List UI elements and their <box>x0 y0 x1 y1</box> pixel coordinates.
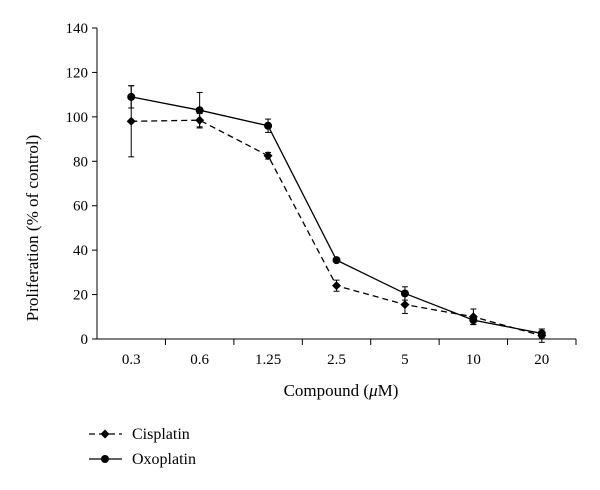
x-axis-label-part: Compound ( <box>284 381 370 400</box>
series-line <box>131 119 542 337</box>
data-point <box>127 92 136 101</box>
series-layer <box>126 85 547 343</box>
legend-marker <box>100 429 110 439</box>
x-axis-label-unit-prefix: μ <box>368 381 378 400</box>
series-oxoplatin <box>127 85 546 339</box>
legend: Cisplatin Oxoplatin <box>89 426 196 468</box>
series-cisplatin <box>126 85 547 343</box>
data-point <box>332 256 341 265</box>
y-tick-label: 100 <box>66 110 89 126</box>
x-tick-label: 20 <box>534 352 549 368</box>
y-tick-label: 40 <box>73 243 88 259</box>
data-point <box>126 116 136 126</box>
legend-label: Cisplatin <box>132 426 190 443</box>
data-point <box>469 316 478 325</box>
y-axis-label: Proliferation (% of control) <box>23 135 42 321</box>
x-tick-label: 1.25 <box>255 352 281 368</box>
y-tick-label: 140 <box>66 21 89 37</box>
x-axis: 0.3 0.6 1.25 2.5 5 10 20 <box>122 339 577 368</box>
data-point <box>537 329 546 338</box>
data-point <box>264 121 273 130</box>
series-line <box>131 96 542 335</box>
legend-label: Oxoplatin <box>132 451 196 468</box>
x-tick-label: 0.6 <box>190 352 209 368</box>
legend-item: Oxoplatin <box>89 451 196 468</box>
x-tick-label: 5 <box>401 352 409 368</box>
y-axis: 0 20 40 60 80 100 120 140 <box>66 21 97 348</box>
legend-item: Cisplatin <box>89 426 190 443</box>
y-tick-label: 60 <box>73 199 88 215</box>
data-point <box>332 281 341 291</box>
data-point <box>400 300 410 310</box>
x-tick-label: 10 <box>466 352 481 368</box>
y-tick-label: 0 <box>81 332 89 348</box>
y-tick-label: 120 <box>66 65 89 81</box>
data-point <box>400 289 409 298</box>
x-axis-label-part: M) <box>378 381 399 400</box>
x-tick-label: 0.3 <box>122 352 141 368</box>
legend-marker <box>101 455 109 463</box>
y-tick-label: 80 <box>73 154 88 170</box>
data-point <box>195 106 204 115</box>
x-axis-label: Compound (μM) <box>284 381 399 400</box>
y-tick-label: 20 <box>73 288 88 304</box>
data-point <box>263 151 273 161</box>
plot-area <box>96 28 576 340</box>
x-tick-label: 2.5 <box>327 352 346 368</box>
